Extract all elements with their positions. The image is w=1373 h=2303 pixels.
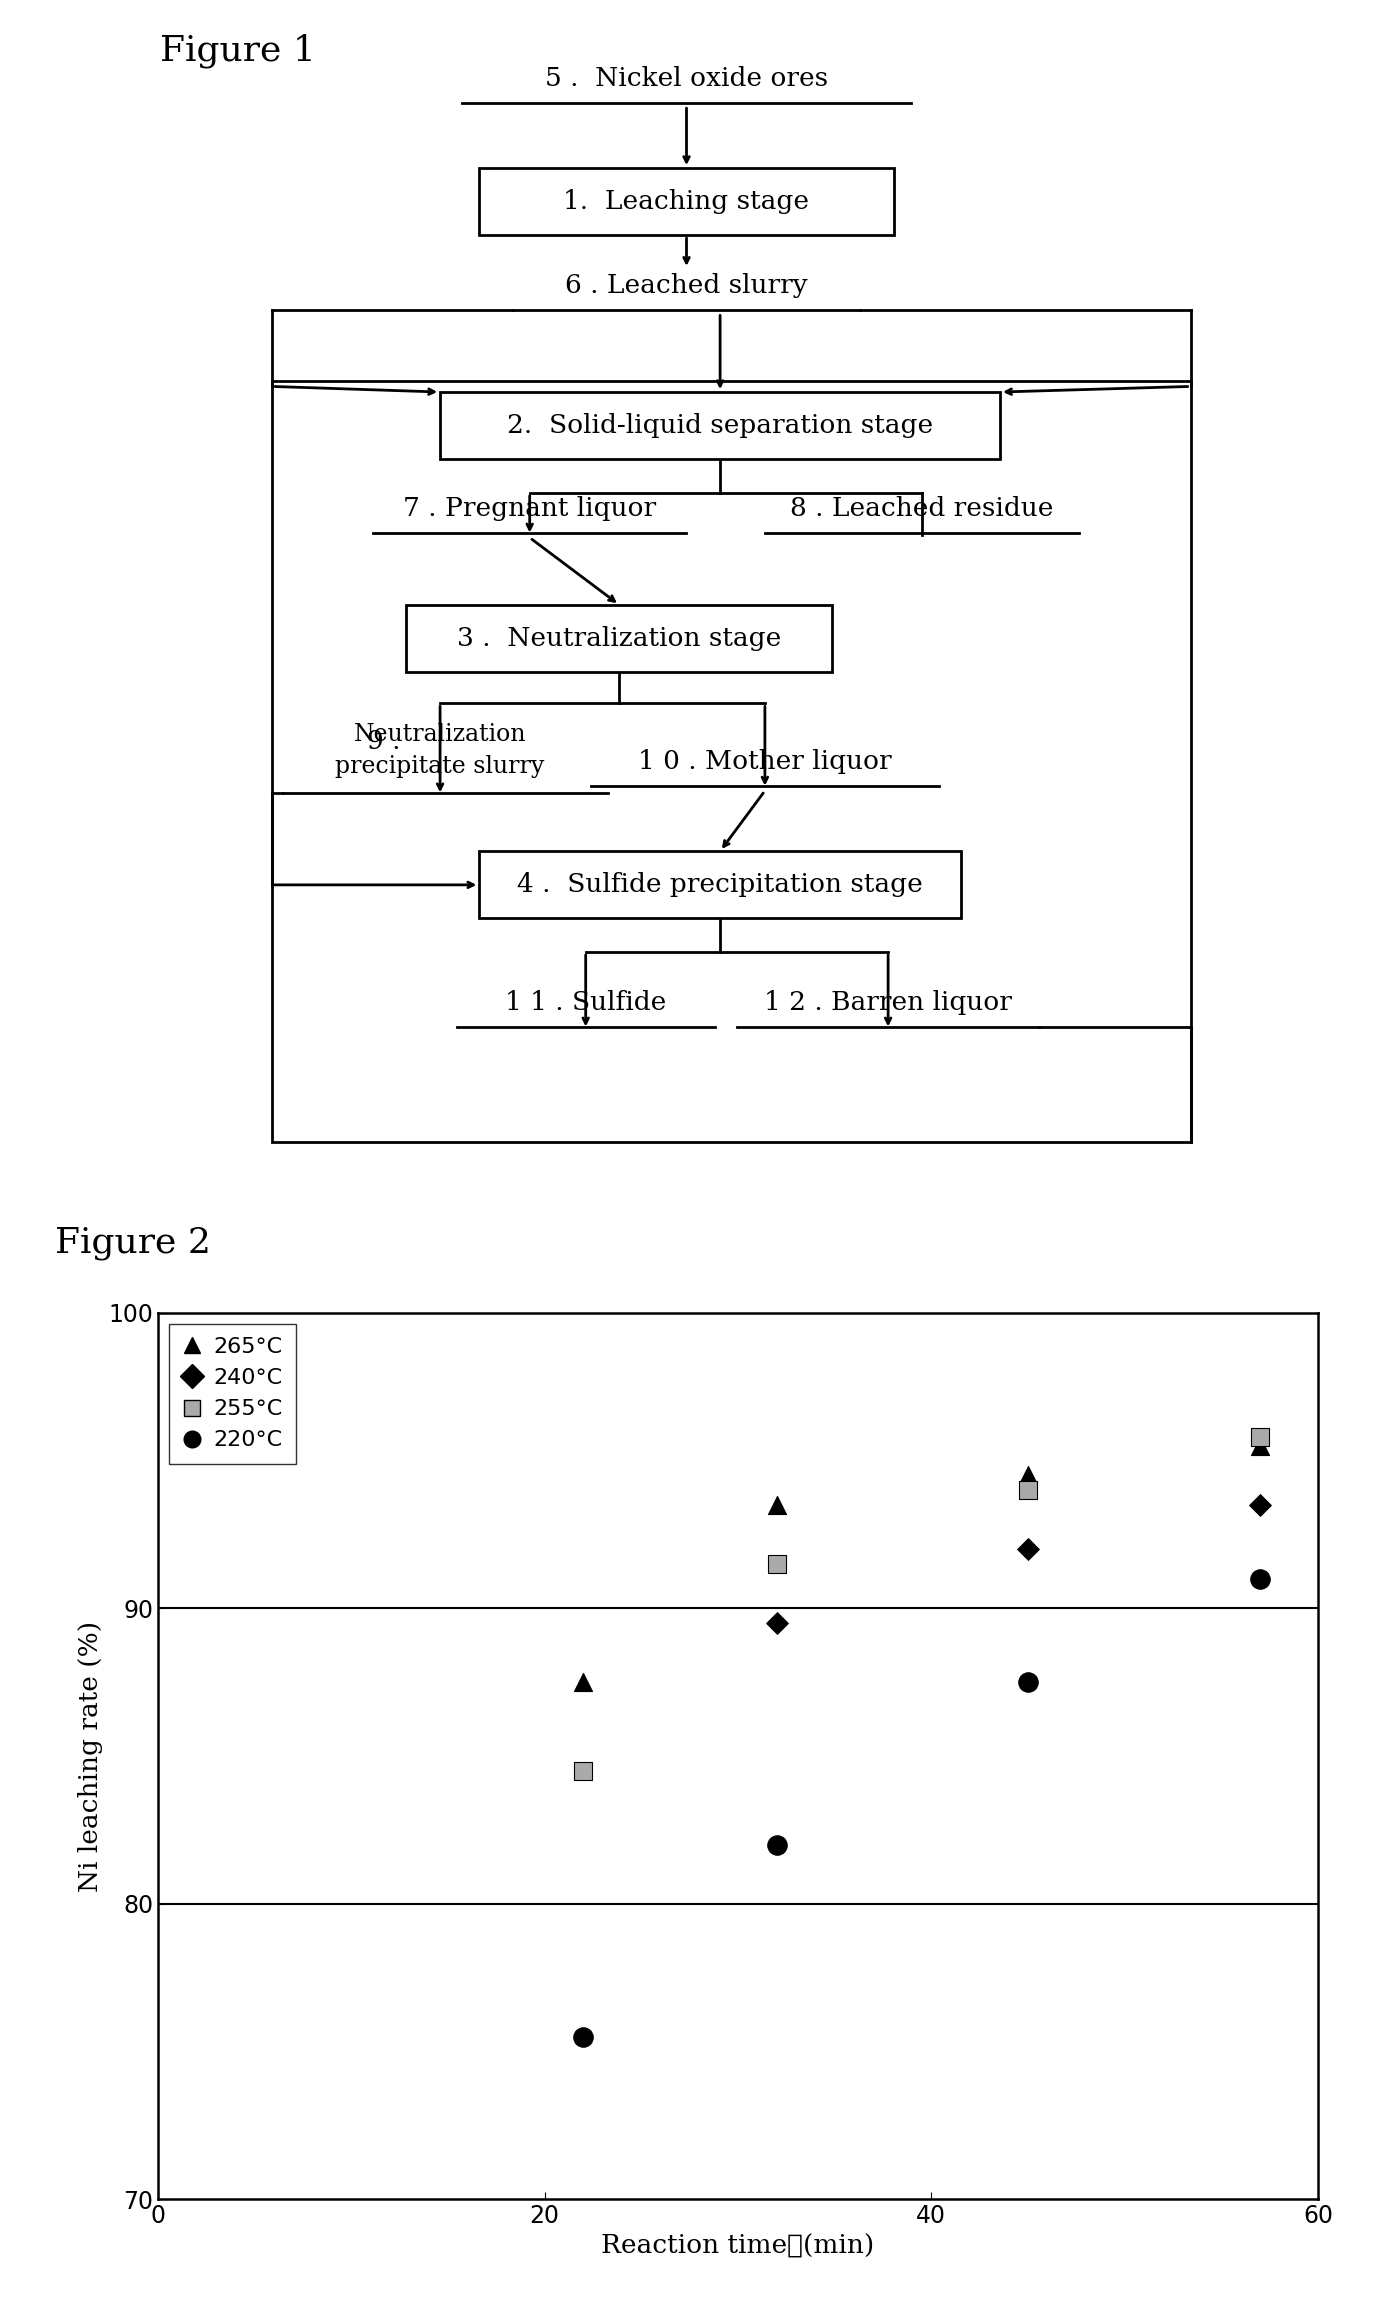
Bar — [406, 606, 832, 672]
255°C — [1017, 1472, 1039, 1508]
Text: 4 .  Sulfide precipitation stage: 4 . Sulfide precipitation stage — [518, 873, 923, 898]
Text: 1 0 . Mother liquor: 1 0 . Mother liquor — [638, 748, 891, 774]
Text: 9 .: 9 . — [368, 730, 401, 753]
Bar — [272, 380, 1190, 1142]
Text: 6 . Leached slurry: 6 . Leached slurry — [566, 274, 807, 297]
Text: 1 1 . Sulfide: 1 1 . Sulfide — [505, 990, 666, 1016]
Text: 1 2 . Barren liquor: 1 2 . Barren liquor — [765, 990, 1012, 1016]
265°C — [1249, 1428, 1271, 1465]
Text: 1.  Leaching stage: 1. Leaching stage — [563, 189, 810, 214]
265°C — [766, 1485, 788, 1522]
Bar — [441, 392, 1000, 458]
X-axis label: Reaction time　(min): Reaction time (min) — [601, 2234, 875, 2259]
255°C — [766, 1545, 788, 1582]
220°C — [1249, 1561, 1271, 1598]
Legend: 265°C, 240°C, 255°C, 220°C: 265°C, 240°C, 255°C, 220°C — [169, 1324, 297, 1465]
Text: 7 . Pregnant liquor: 7 . Pregnant liquor — [404, 495, 656, 520]
265°C — [573, 1663, 595, 1700]
240°C — [1249, 1485, 1271, 1522]
Text: 8 . Leached residue: 8 . Leached residue — [789, 495, 1053, 520]
220°C — [1017, 1663, 1039, 1700]
220°C — [766, 1826, 788, 1863]
Text: Figure 1: Figure 1 — [161, 35, 316, 69]
Text: 2.  Solid-liquid separation stage: 2. Solid-liquid separation stage — [507, 412, 934, 438]
Text: 3 .  Neutralization stage: 3 . Neutralization stage — [457, 626, 781, 652]
Text: 5 .  Nickel oxide ores: 5 . Nickel oxide ores — [545, 67, 828, 90]
220°C — [573, 2017, 595, 2054]
Bar — [479, 168, 894, 235]
Y-axis label: Ni leaching rate (%): Ni leaching rate (%) — [78, 1621, 103, 1891]
Text: Neutralization
precipitate slurry: Neutralization precipitate slurry — [335, 723, 545, 778]
240°C — [766, 1605, 788, 1642]
Text: Figure 2: Figure 2 — [55, 1225, 211, 1260]
255°C — [573, 1753, 595, 1789]
255°C — [1249, 1419, 1271, 1455]
265°C — [1017, 1458, 1039, 1495]
Bar — [479, 852, 961, 919]
240°C — [1017, 1531, 1039, 1568]
